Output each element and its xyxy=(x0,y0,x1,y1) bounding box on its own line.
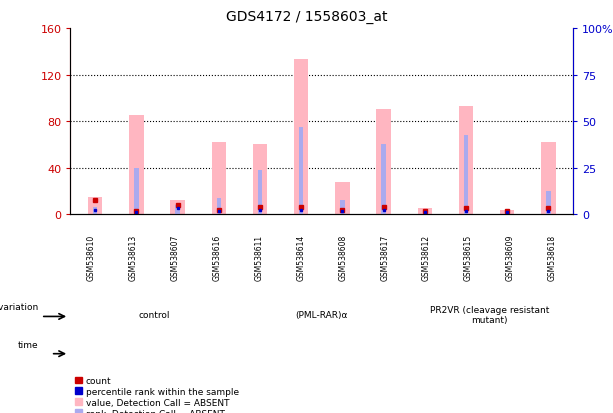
Bar xyxy=(88,197,102,215)
Text: time: time xyxy=(18,340,39,349)
Bar xyxy=(216,199,221,215)
Bar xyxy=(129,116,143,215)
Text: GSM538618: GSM538618 xyxy=(547,234,557,280)
Bar xyxy=(335,182,349,215)
Text: GDS4172 / 1558603_at: GDS4172 / 1558603_at xyxy=(226,10,387,24)
Bar xyxy=(134,169,139,215)
Text: 6 hours: 6 hours xyxy=(261,348,299,356)
Bar xyxy=(299,128,303,215)
Text: 6 hours: 6 hours xyxy=(428,348,466,356)
Bar xyxy=(175,206,180,215)
Bar xyxy=(253,145,267,215)
Text: GSM538617: GSM538617 xyxy=(380,234,389,280)
Bar xyxy=(376,110,391,215)
Bar xyxy=(417,209,432,215)
Text: 6 hours: 6 hours xyxy=(93,348,132,356)
Bar xyxy=(500,210,514,215)
Text: GSM538607: GSM538607 xyxy=(170,234,180,280)
Bar xyxy=(505,212,509,215)
Text: GSM538614: GSM538614 xyxy=(296,234,305,280)
Text: control: control xyxy=(139,311,170,319)
Text: GSM538613: GSM538613 xyxy=(129,234,138,280)
Bar xyxy=(170,201,185,215)
Bar xyxy=(340,201,345,215)
Bar xyxy=(211,143,226,215)
Text: GSM538609: GSM538609 xyxy=(506,234,515,280)
Bar xyxy=(258,171,262,215)
Bar xyxy=(423,211,427,215)
Text: (PML-RAR)α: (PML-RAR)α xyxy=(295,311,348,319)
Bar xyxy=(464,136,468,215)
Text: 9 hours: 9 hours xyxy=(512,348,550,356)
Bar xyxy=(546,192,550,215)
Text: 9 hours: 9 hours xyxy=(177,348,215,356)
Text: GSM538615: GSM538615 xyxy=(464,234,473,280)
Text: PR2VR (cleavage resistant
mutant): PR2VR (cleavage resistant mutant) xyxy=(430,305,549,325)
Text: 9 hours: 9 hours xyxy=(345,348,383,356)
Text: GSM538610: GSM538610 xyxy=(87,234,96,280)
Bar xyxy=(459,107,473,215)
Legend: count, percentile rank within the sample, value, Detection Call = ABSENT, rank, : count, percentile rank within the sample… xyxy=(75,376,239,413)
Bar xyxy=(93,208,97,215)
Text: GSM538611: GSM538611 xyxy=(254,234,264,280)
Bar xyxy=(294,60,308,215)
Bar xyxy=(381,145,386,215)
Text: GSM538612: GSM538612 xyxy=(422,234,431,280)
Bar xyxy=(541,143,555,215)
Text: GSM538616: GSM538616 xyxy=(213,234,222,280)
Text: GSM538608: GSM538608 xyxy=(338,234,348,280)
Text: genotype/variation: genotype/variation xyxy=(0,303,39,312)
